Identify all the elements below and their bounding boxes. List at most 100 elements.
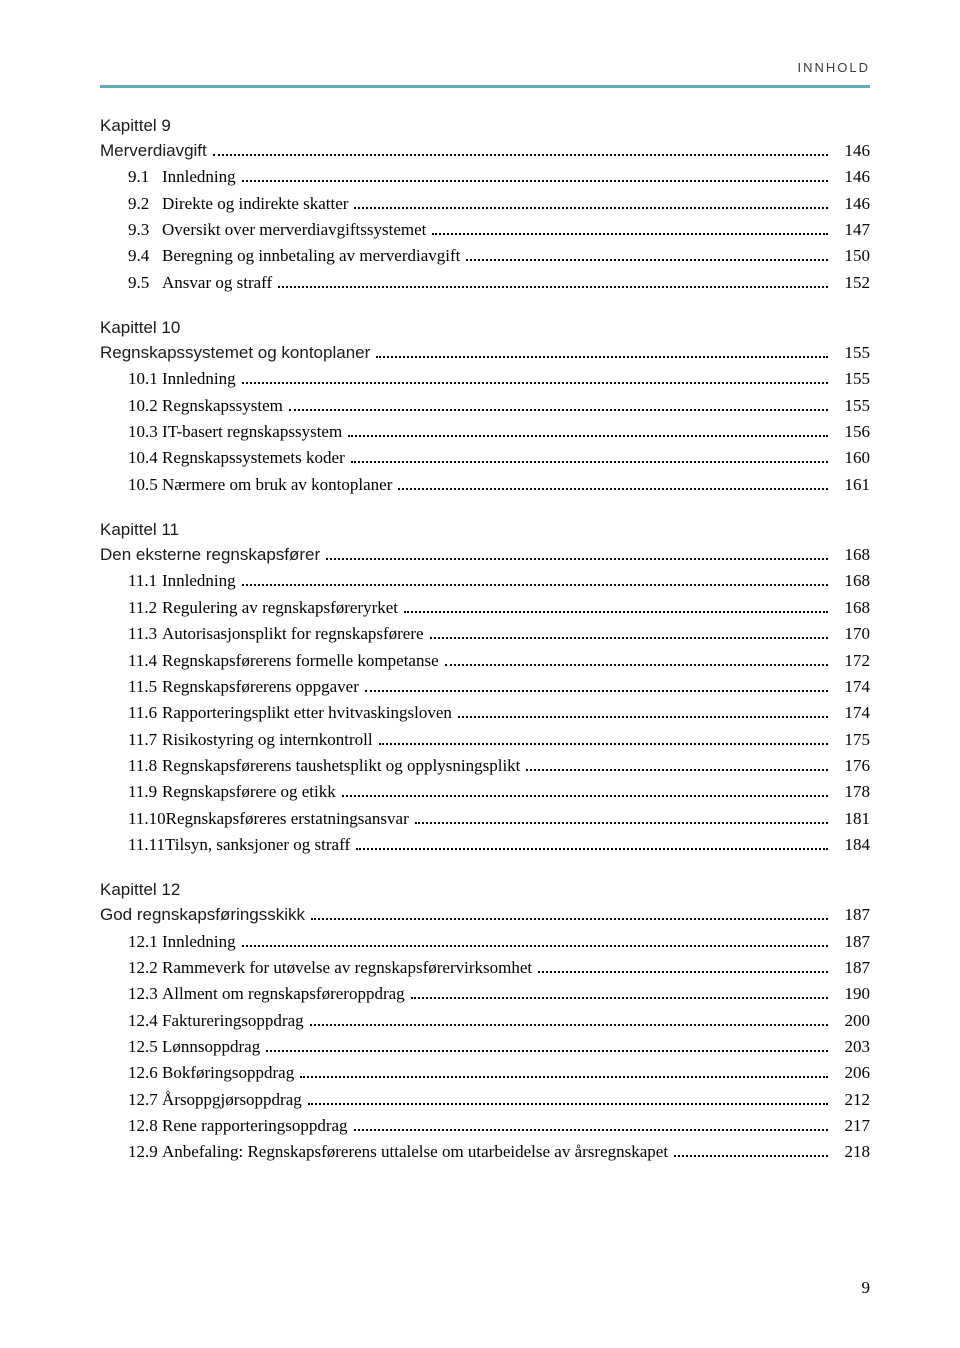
entry-number: 12.2 bbox=[100, 955, 162, 981]
entry-page: 150 bbox=[832, 243, 870, 269]
entry-title: Autorisasjonsplikt for regnskapsførere bbox=[162, 621, 424, 647]
entry-title: Beregning og innbetaling av merverdiavgi… bbox=[162, 243, 460, 269]
chapter-title: Regnskapssystemet og kontoplaner bbox=[100, 340, 370, 366]
entry-title: Regnskapsførerens taushetsplikt og opply… bbox=[162, 753, 520, 779]
entry-number: 11.2 bbox=[100, 595, 162, 621]
chapter-title-row: Regnskapssystemet og kontoplaner 155 bbox=[100, 340, 870, 366]
entry-page: 174 bbox=[832, 700, 870, 726]
entry-title: Rapporteringsplikt etter hvitvaskingslov… bbox=[162, 700, 452, 726]
accent-rule bbox=[100, 85, 870, 88]
chapter-label: Kapittel 11 bbox=[100, 520, 870, 540]
chapter-title-row: God regnskapsføringsskikk187 bbox=[100, 902, 870, 928]
toc-entry: 11.4Regnskapsførerens formelle kompetans… bbox=[100, 648, 870, 674]
chapter-title-row: Merverdiavgift146 bbox=[100, 138, 870, 164]
chapter-block: Kapittel 11Den eksterne regnskapsfører 16… bbox=[100, 520, 870, 858]
toc-entry: 11.2Regulering av regnskapsføreryrket168 bbox=[100, 595, 870, 621]
chapter-title: Den eksterne regnskapsfører bbox=[100, 542, 320, 568]
entry-title: Innledning bbox=[162, 568, 236, 594]
chapter-block: Kapittel 12God regnskapsføringsskikk1871… bbox=[100, 880, 870, 1165]
leader-dots bbox=[242, 931, 828, 946]
entry-title: Innledning bbox=[162, 929, 236, 955]
entry-title: Regnskapssystem bbox=[162, 393, 283, 419]
leader-dots bbox=[526, 756, 828, 771]
entry-page: 147 bbox=[832, 217, 870, 243]
chapter-label: Kapittel 12 bbox=[100, 880, 870, 900]
entry-number: 9.3 bbox=[100, 217, 162, 243]
leader-dots bbox=[289, 395, 828, 410]
running-head: Innhold bbox=[100, 60, 870, 75]
toc-entry: 10.2Regnskapssystem 155 bbox=[100, 393, 870, 419]
chapter-page: 155 bbox=[832, 340, 870, 366]
leader-dots bbox=[365, 677, 828, 692]
toc-entry: 11.11Tilsyn, sanksjoner og straff184 bbox=[100, 832, 870, 858]
entry-number: 11.10 bbox=[100, 806, 166, 832]
chapter-title: Merverdiavgift bbox=[100, 138, 207, 164]
entry-page: 187 bbox=[832, 955, 870, 981]
leader-dots bbox=[266, 1037, 828, 1052]
entry-title: Direkte og indirekte skatter bbox=[162, 191, 348, 217]
toc-entry: 9.2Direkte og indirekte skatter146 bbox=[100, 191, 870, 217]
entry-number: 11.9 bbox=[100, 779, 162, 805]
entry-page: 187 bbox=[832, 929, 870, 955]
entry-title: Regnskapsførere og etikk bbox=[162, 779, 336, 805]
entry-title: Regnskapsføreres erstatningsansvar bbox=[166, 806, 409, 832]
leader-dots bbox=[278, 272, 828, 287]
leader-dots bbox=[342, 782, 828, 797]
chapter-label: Kapittel 9 bbox=[100, 116, 870, 136]
leader-dots bbox=[404, 598, 828, 613]
chapter-page: 168 bbox=[832, 542, 870, 568]
entry-title: Allment om regnskapsføreroppdrag bbox=[162, 981, 405, 1007]
entry-title: IT-basert regnskapssystem bbox=[162, 419, 342, 445]
entry-number: 9.5 bbox=[100, 270, 162, 296]
leader-dots bbox=[432, 220, 828, 235]
entry-number: 10.4 bbox=[100, 445, 162, 471]
entry-page: 217 bbox=[832, 1113, 870, 1139]
entry-title: Rammeverk for utøvelse av regnskapsfører… bbox=[162, 955, 532, 981]
entry-page: 172 bbox=[832, 648, 870, 674]
entry-number: 11.7 bbox=[100, 727, 162, 753]
leader-dots bbox=[242, 571, 828, 586]
entry-page: 152 bbox=[832, 270, 870, 296]
toc-entry: 11.6Rapporteringsplikt etter hvitvasking… bbox=[100, 700, 870, 726]
entry-page: 160 bbox=[832, 445, 870, 471]
entry-title: Risikostyring og internkontroll bbox=[162, 727, 373, 753]
entry-number: 10.5 bbox=[100, 472, 162, 498]
entry-page: 178 bbox=[832, 779, 870, 805]
entry-page: 190 bbox=[832, 981, 870, 1007]
toc-entry: 11.10Regnskapsføreres erstatningsansvar1… bbox=[100, 806, 870, 832]
entry-number: 9.4 bbox=[100, 243, 162, 269]
entry-page: 156 bbox=[832, 419, 870, 445]
entry-number: 9.1 bbox=[100, 164, 162, 190]
leader-dots bbox=[398, 474, 828, 489]
entry-page: 161 bbox=[832, 472, 870, 498]
entry-page: 212 bbox=[832, 1087, 870, 1113]
leader-dots bbox=[376, 343, 828, 358]
entry-page: 155 bbox=[832, 366, 870, 392]
leader-dots bbox=[242, 167, 828, 182]
toc-entry: 12.7Årsoppgjørsoppdrag212 bbox=[100, 1087, 870, 1113]
entry-page: 155 bbox=[832, 393, 870, 419]
toc-entry: 12.3Allment om regnskapsføreroppdrag190 bbox=[100, 981, 870, 1007]
entry-page: 200 bbox=[832, 1008, 870, 1034]
toc-entry: 9.1Innledning146 bbox=[100, 164, 870, 190]
entry-title: Faktureringsoppdrag bbox=[162, 1008, 304, 1034]
entry-page: 175 bbox=[832, 727, 870, 753]
leader-dots bbox=[310, 1010, 828, 1025]
leader-dots bbox=[674, 1142, 828, 1157]
entry-number: 12.8 bbox=[100, 1113, 162, 1139]
entry-title: Bokføringsoppdrag bbox=[162, 1060, 294, 1086]
entry-page: 168 bbox=[832, 595, 870, 621]
entry-number: 11.4 bbox=[100, 648, 162, 674]
page-number: 9 bbox=[862, 1278, 871, 1298]
entry-number: 10.2 bbox=[100, 393, 162, 419]
table-of-contents: Kapittel 9Merverdiavgift1469.1Innledning… bbox=[100, 116, 870, 1166]
leader-dots bbox=[311, 905, 828, 920]
chapter-page: 187 bbox=[832, 902, 870, 928]
leader-dots bbox=[354, 193, 828, 208]
entry-number: 11.8 bbox=[100, 753, 162, 779]
leader-dots bbox=[213, 141, 828, 156]
chapter-title-row: Den eksterne regnskapsfører 168 bbox=[100, 542, 870, 568]
entry-number: 11.11 bbox=[100, 832, 165, 858]
toc-entry: 12.9Anbefaling: Regnskapsførerens uttale… bbox=[100, 1139, 870, 1165]
leader-dots bbox=[300, 1063, 828, 1078]
